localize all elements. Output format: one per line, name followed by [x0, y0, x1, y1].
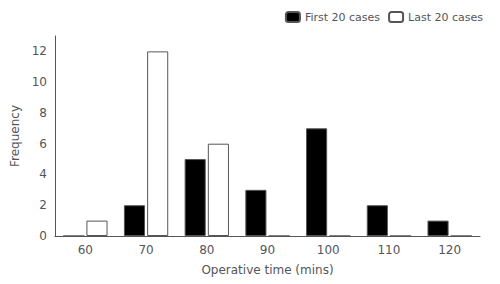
svg-text:120: 120: [438, 243, 461, 257]
svg-text:8: 8: [39, 106, 47, 120]
svg-text:10: 10: [32, 75, 47, 89]
svg-text:6: 6: [39, 137, 47, 151]
svg-text:12: 12: [32, 44, 47, 58]
svg-text:90: 90: [260, 243, 275, 257]
svg-text:0: 0: [39, 229, 47, 243]
svg-text:100: 100: [317, 243, 340, 257]
svg-text:Operative time (mins): Operative time (mins): [201, 263, 333, 277]
svg-text:First 20 cases: First 20 cases: [305, 11, 380, 24]
svg-text:110: 110: [377, 243, 400, 257]
svg-text:2: 2: [39, 198, 47, 212]
svg-text:60: 60: [78, 243, 93, 257]
svg-text:80: 80: [199, 243, 214, 257]
svg-text:4: 4: [39, 167, 47, 181]
svg-text:70: 70: [138, 243, 153, 257]
svg-text:Frequency: Frequency: [8, 105, 22, 167]
svg-text:Last 20 cases: Last 20 cases: [408, 11, 483, 24]
